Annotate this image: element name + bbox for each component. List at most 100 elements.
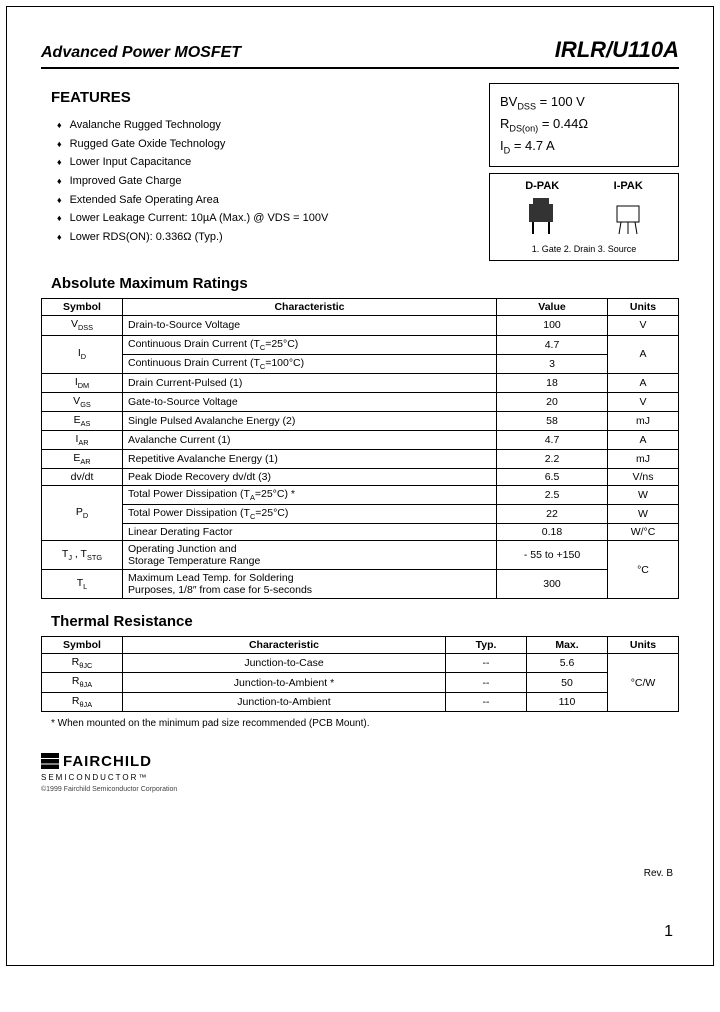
cell-symbol: TJ , TSTG bbox=[42, 541, 123, 570]
cell-value: - 55 to +150 bbox=[497, 541, 608, 570]
cell-symbol: RθJA bbox=[42, 692, 123, 711]
cell-max: 50 bbox=[527, 673, 608, 692]
cell-value: 58 bbox=[497, 411, 608, 430]
table-row: TJ , TSTGOperating Junction andStorage T… bbox=[42, 541, 679, 570]
cell-characteristic: Repetitive Avalanche Energy (1) bbox=[123, 450, 497, 469]
table-row: VGSGate-to-Source Voltage20V bbox=[42, 392, 679, 411]
table-row: dv/dtPeak Diode Recovery dv/dt (3)6.5V/n… bbox=[42, 469, 679, 486]
table-row: RθJAJunction-to-Ambient--110 bbox=[42, 692, 679, 711]
revision: Rev. B bbox=[644, 868, 673, 879]
col-symbol: Symbol bbox=[42, 299, 123, 316]
table-row: RθJAJunction-to-Ambient *--50 bbox=[42, 673, 679, 692]
table-row: EARRepetitive Avalanche Energy (1)2.2mJ bbox=[42, 450, 679, 469]
table-row: IDMDrain Current-Pulsed (1)18A bbox=[42, 373, 679, 392]
cell-symbol: IAR bbox=[42, 430, 123, 449]
col-value: Value bbox=[497, 299, 608, 316]
package-diagram bbox=[498, 196, 670, 240]
col-symbol: Symbol bbox=[42, 637, 123, 654]
cell-characteristic: Drain-to-Source Voltage bbox=[123, 316, 497, 335]
table-row: PDTotal Power Dissipation (TA=25°C) *2.5… bbox=[42, 486, 679, 505]
cell-unit: V/ns bbox=[608, 469, 679, 486]
package-labels: D-PAK I-PAK bbox=[498, 180, 670, 192]
cell-characteristic: Single Pulsed Avalanche Energy (2) bbox=[123, 411, 497, 430]
cell-unit: V bbox=[608, 316, 679, 335]
feature-item: Rugged Gate Oxide Technology bbox=[57, 135, 473, 154]
cell-characteristic: Junction-to-Ambient * bbox=[123, 673, 446, 692]
page-number: 1 bbox=[664, 923, 673, 941]
cell-unit: A bbox=[608, 430, 679, 449]
cell-typ: -- bbox=[446, 673, 527, 692]
cell-value: 0.18 bbox=[497, 524, 608, 541]
cell-symbol: EAS bbox=[42, 411, 123, 430]
amr-table: Symbol Characteristic Value Units VDSSDr… bbox=[41, 298, 679, 599]
feature-item: Extended Safe Operating Area bbox=[57, 191, 473, 210]
logo-name: FAIRCHILD bbox=[63, 753, 152, 770]
spec-sidebar: BVDSS = 100 V RDS(on) = 0.44Ω ID = 4.7 A… bbox=[489, 83, 679, 261]
datasheet-page: Advanced Power MOSFET IRLR/U110A FEATURE… bbox=[6, 6, 714, 966]
cell-value: 22 bbox=[497, 505, 608, 524]
cell-max: 110 bbox=[527, 692, 608, 711]
cell-symbol: EAR bbox=[42, 450, 123, 469]
table-row: IDContinuous Drain Current (TC=25°C)4.7A bbox=[42, 335, 679, 354]
dpak-label: D-PAK bbox=[525, 180, 559, 192]
table-row: VDSSDrain-to-Source Voltage100V bbox=[42, 316, 679, 335]
cell-value: 100 bbox=[497, 316, 608, 335]
col-units: Units bbox=[608, 637, 679, 654]
cell-symbol: RθJC bbox=[42, 654, 123, 673]
col-characteristic: Characteristic bbox=[123, 299, 497, 316]
ipak-label: I-PAK bbox=[614, 180, 643, 192]
cell-unit: A bbox=[608, 373, 679, 392]
cell-characteristic: Continuous Drain Current (TC=100°C) bbox=[123, 354, 497, 373]
cell-value: 2.2 bbox=[497, 450, 608, 469]
cell-value: 300 bbox=[497, 570, 608, 599]
cell-symbol: VDSS bbox=[42, 316, 123, 335]
spec-line: ID = 4.7 A bbox=[500, 136, 668, 158]
col-units: Units bbox=[608, 299, 679, 316]
top-section: FEATURES Avalanche Rugged Technology Rug… bbox=[41, 83, 679, 261]
cell-characteristic: Drain Current-Pulsed (1) bbox=[123, 373, 497, 392]
cell-unit: °C/W bbox=[608, 654, 679, 711]
spec-line: RDS(on) = 0.44Ω bbox=[500, 114, 668, 136]
cell-characteristic: Operating Junction andStorage Temperatur… bbox=[123, 541, 497, 570]
footnote: * When mounted on the minimum pad size r… bbox=[51, 718, 679, 729]
feature-item: Lower RDS(ON): 0.336Ω (Typ.) bbox=[57, 228, 473, 247]
feature-item: Lower Input Capacitance bbox=[57, 153, 473, 172]
cell-symbol: VGS bbox=[42, 392, 123, 411]
thermal-table: Symbol Characteristic Typ. Max. Units Rθ… bbox=[41, 636, 679, 711]
features-title: FEATURES bbox=[51, 89, 473, 106]
cell-value: 4.7 bbox=[497, 430, 608, 449]
cell-unit: mJ bbox=[608, 411, 679, 430]
spec-line: BVDSS = 100 V bbox=[500, 92, 668, 114]
cell-characteristic: Maximum Lead Temp. for SolderingPurposes… bbox=[123, 570, 497, 599]
ipak-icon bbox=[597, 198, 657, 238]
cell-value: 18 bbox=[497, 373, 608, 392]
cell-typ: -- bbox=[446, 654, 527, 673]
cell-value: 6.5 bbox=[497, 469, 608, 486]
feature-item: Avalanche Rugged Technology bbox=[57, 116, 473, 135]
logo-sub: SEMICONDUCTOR™ bbox=[41, 773, 679, 782]
cell-characteristic: Junction-to-Ambient bbox=[123, 692, 446, 711]
table-row: Total Power Dissipation (TC=25°C)22W bbox=[42, 505, 679, 524]
table-row: Continuous Drain Current (TC=100°C)3 bbox=[42, 354, 679, 373]
cell-characteristic: Avalanche Current (1) bbox=[123, 430, 497, 449]
cell-characteristic: Continuous Drain Current (TC=25°C) bbox=[123, 335, 497, 354]
amr-title: Absolute Maximum Ratings bbox=[51, 275, 679, 292]
dpak-icon bbox=[511, 198, 571, 238]
cell-unit: V bbox=[608, 392, 679, 411]
cell-characteristic: Total Power Dissipation (TC=25°C) bbox=[123, 505, 497, 524]
cell-value: 20 bbox=[497, 392, 608, 411]
cell-value: 4.7 bbox=[497, 335, 608, 354]
cell-symbol: RθJA bbox=[42, 673, 123, 692]
product-category: Advanced Power MOSFET bbox=[41, 44, 241, 62]
col-max: Max. bbox=[527, 637, 608, 654]
fairchild-bars-icon bbox=[41, 753, 59, 769]
table-row: IARAvalanche Current (1)4.7A bbox=[42, 430, 679, 449]
cell-value: 2.5 bbox=[497, 486, 608, 505]
table-header-row: Symbol Characteristic Typ. Max. Units bbox=[42, 637, 679, 654]
table-header-row: Symbol Characteristic Value Units bbox=[42, 299, 679, 316]
cell-characteristic: Total Power Dissipation (TA=25°C) * bbox=[123, 486, 497, 505]
cell-unit: W bbox=[608, 505, 679, 524]
cell-symbol: ID bbox=[42, 335, 123, 373]
footer-logo: FAIRCHILD SEMICONDUCTOR™ ©1999 Fairchild… bbox=[41, 753, 679, 793]
table-row: RθJCJunction-to-Case--5.6°C/W bbox=[42, 654, 679, 673]
